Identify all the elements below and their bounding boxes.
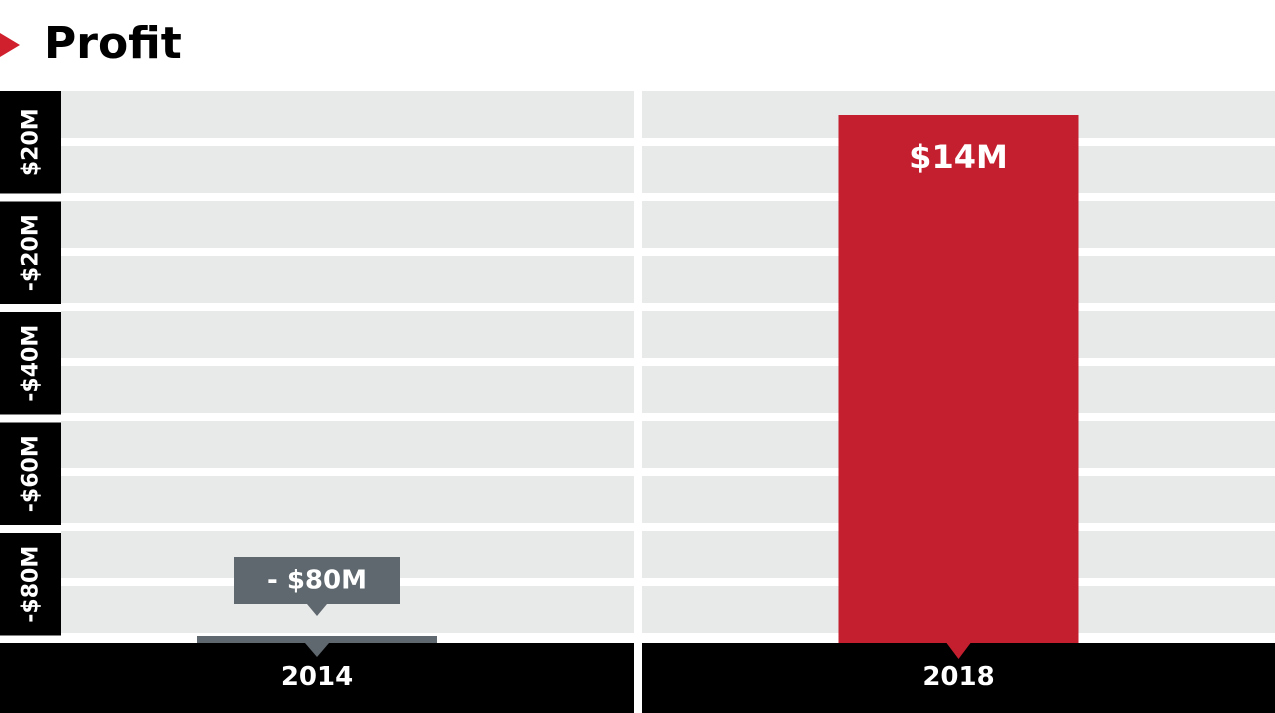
- y-tick-box: [0, 533, 61, 636]
- y-tick-label: $20M: [19, 108, 44, 176]
- grid-band: [61, 366, 634, 413]
- y-tick-box: [0, 312, 61, 415]
- grid-band: [61, 91, 634, 138]
- y-tick-label: -$20M: [19, 214, 44, 291]
- data-label: - $80M: [267, 566, 367, 596]
- grid-band: [61, 146, 634, 193]
- bar-2014: [197, 636, 437, 643]
- y-tick-box: [0, 201, 61, 304]
- y-tick-label: -$80M: [19, 546, 44, 623]
- grid-band: [61, 421, 634, 468]
- page-title: Profit: [44, 18, 182, 69]
- data-label-callout: [234, 557, 400, 604]
- grid-band: [61, 311, 634, 358]
- x-category-label: 2014: [281, 662, 353, 692]
- y-tick-label: -$60M: [19, 435, 44, 512]
- callout-pointer: [307, 604, 327, 616]
- x-category-label: 2018: [922, 662, 994, 692]
- grid-band: [61, 256, 634, 303]
- bar-pointer: [305, 643, 329, 657]
- grid-band: [61, 201, 634, 248]
- bar-2018: [838, 115, 1079, 643]
- grid-band: [61, 476, 634, 523]
- y-tick-box: [0, 91, 61, 194]
- title-arrow-icon: [0, 33, 20, 57]
- bar-pointer: [946, 643, 971, 659]
- data-label: $14M: [909, 138, 1008, 176]
- y-tick-box: [0, 422, 61, 525]
- y-tick-label: -$40M: [19, 325, 44, 402]
